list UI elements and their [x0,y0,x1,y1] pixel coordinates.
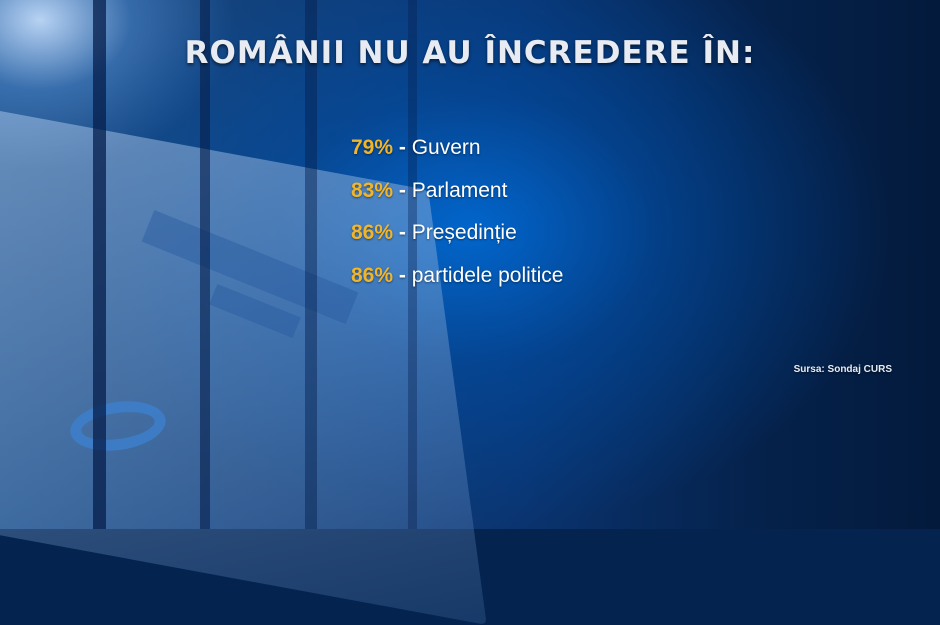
list-item: 83% - Parlament [351,176,563,219]
separator: - [398,221,406,244]
institution-label: partidele politice [411,263,564,287]
background-stripe [200,0,210,529]
percent-value: 86% [351,221,394,244]
percent-value: 86% [351,263,394,287]
percent-value: 83% [351,178,394,202]
list-item: 86% - partidele politice [351,261,563,304]
separator: - [398,178,406,202]
background-stripe [93,0,106,529]
list-item: 79% - Guvern [351,133,563,176]
separator: - [398,136,406,159]
separator: - [398,263,406,287]
slide-title: ROMÂNII NU AU ÎNCREDERE ÎN: [184,35,756,71]
institution-label: Președinție [411,221,517,244]
percent-value: 79% [351,136,394,159]
distrust-list: 79% - Guvern 83% - Parlament 86% - Preșe… [351,133,563,303]
background-stripe [408,0,417,529]
background-stripe [305,0,317,529]
list-item: 86% - Președinție [351,218,563,261]
source-note: Sursa: Sondaj CURS [793,364,892,375]
institution-label: Guvern [411,136,481,159]
institution-label: Parlament [411,178,508,202]
